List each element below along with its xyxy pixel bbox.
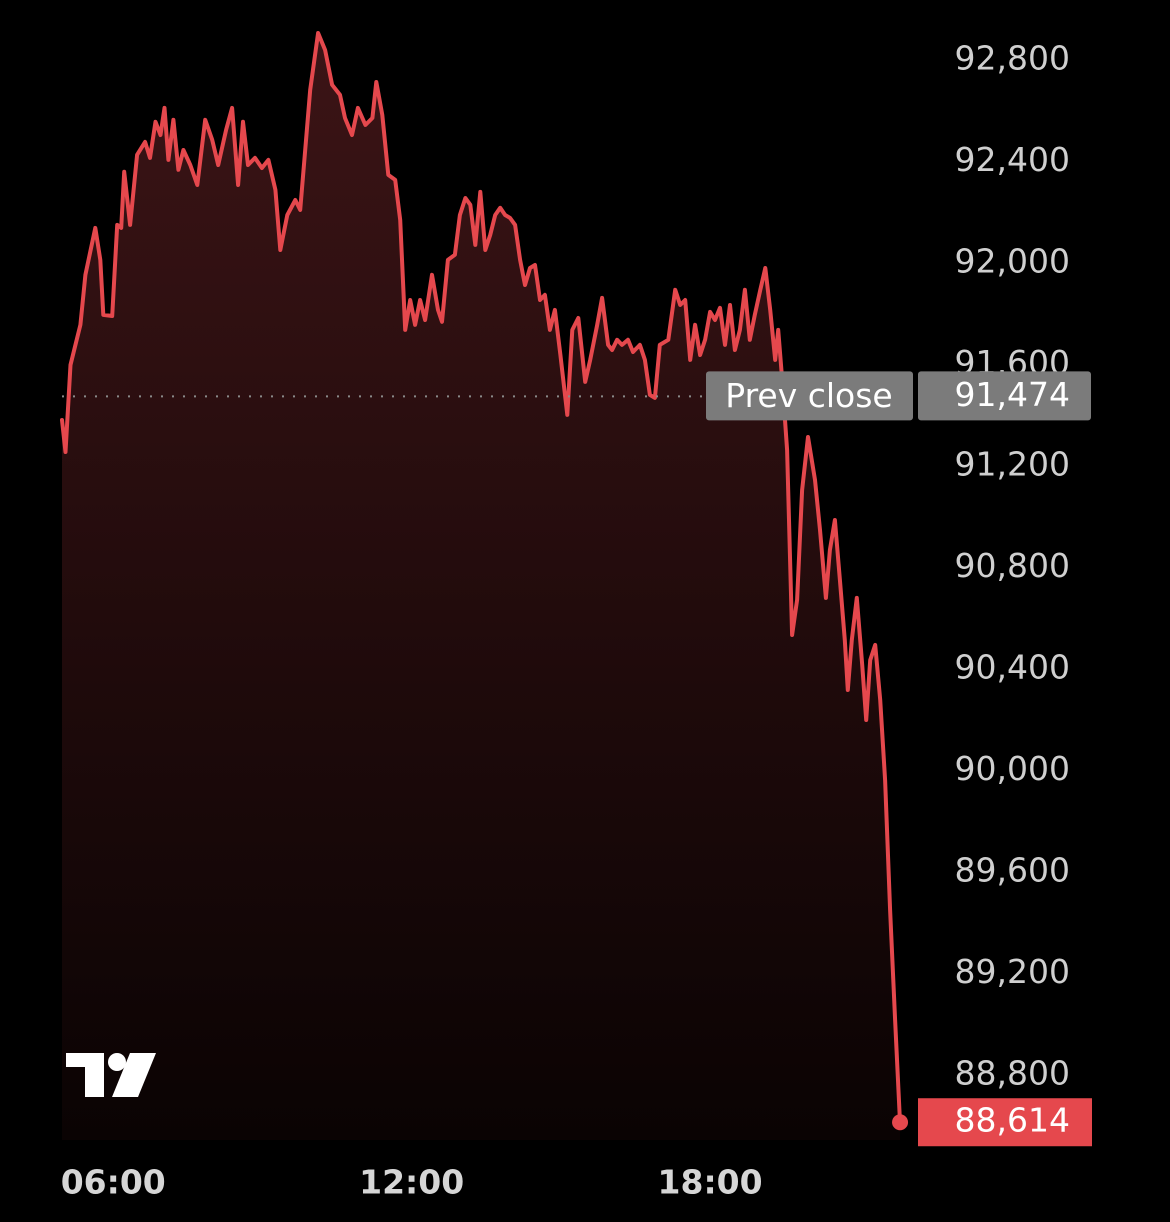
reference-label-box — [706, 371, 913, 421]
x-tick-label: 06:00 — [61, 1163, 166, 1202]
y-tick-label: 92,800 — [955, 38, 1070, 77]
area — [62, 33, 900, 1140]
y-tick-label: 90,000 — [955, 749, 1070, 788]
y-tick-label: 92,400 — [955, 140, 1070, 179]
y-tick-label: 90,400 — [955, 647, 1070, 686]
y-tick-label: 92,000 — [955, 241, 1070, 280]
last-price-box — [918, 1098, 1092, 1147]
y-tick-label: 89,600 — [955, 851, 1070, 890]
y-tick-label: 88,800 — [955, 1054, 1070, 1093]
reference-label: Prev close — [725, 376, 892, 415]
x-tick-label: 12:00 — [359, 1163, 464, 1202]
reference-value-box — [918, 371, 1091, 421]
line — [60, 31, 902, 1125]
y-tick-label: 89,200 — [955, 952, 1070, 991]
y-tick-label: 91,200 — [955, 444, 1070, 483]
overlay: Prev close 91,474 88,614 — [62, 371, 1092, 1147]
plot — [60, 31, 902, 1140]
logo — [66, 1053, 156, 1097]
reference-value-label: 91,474 — [955, 375, 1070, 414]
x-tick-label: 18:00 — [658, 1163, 763, 1202]
last-price-label: 88,614 — [955, 1101, 1070, 1140]
last-point — [892, 1114, 909, 1131]
y-tick-label: 90,800 — [955, 546, 1070, 585]
